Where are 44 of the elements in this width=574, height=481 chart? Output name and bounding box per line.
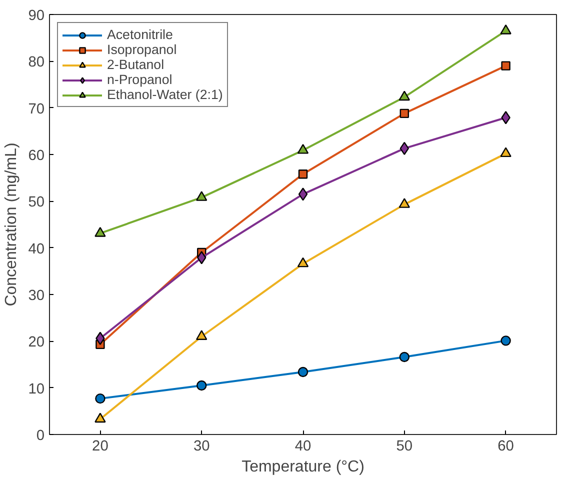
x-tick-label: 60 — [498, 438, 514, 454]
point — [196, 330, 208, 340]
point — [501, 111, 510, 124]
point — [298, 366, 308, 378]
point — [197, 251, 206, 264]
x-tick-label: 30 — [193, 438, 210, 454]
point — [196, 380, 207, 391]
point — [398, 198, 410, 208]
point — [297, 144, 309, 154]
x-tick-label: 20 — [92, 438, 108, 454]
y-tick-label: 60 — [28, 148, 45, 164]
legend-label: 2-Butanol — [107, 57, 164, 72]
point — [298, 170, 308, 179]
point — [196, 191, 208, 201]
y-tick-label: 20 — [28, 334, 45, 351]
legend-label: Ethanol-Water (2:1) — [107, 87, 223, 102]
legend-label: Isopropanol — [107, 42, 177, 57]
point — [95, 393, 106, 404]
point — [297, 257, 309, 268]
y-axis-title: Concentration (mg/mL) — [3, 142, 20, 306]
point — [94, 226, 106, 237]
x-axis-title: Temperature (°C) — [242, 458, 364, 476]
x-tick-label: 40 — [294, 438, 312, 454]
point — [398, 90, 410, 101]
legend-label: Acetonitrile — [107, 27, 173, 42]
y-tick-label: 90 — [28, 8, 45, 24]
y-tick-label: 10 — [28, 381, 45, 398]
y-tick-label: 0 — [36, 428, 45, 444]
point — [500, 336, 511, 346]
legend-label: n-Propanol — [107, 72, 172, 87]
x-tick-label: 50 — [396, 438, 413, 454]
y-tick-label: 80 — [28, 54, 45, 71]
point — [96, 332, 105, 345]
point — [500, 147, 512, 158]
point — [400, 108, 409, 118]
point — [298, 188, 308, 201]
y-tick-label: 30 — [28, 288, 45, 304]
point — [501, 61, 510, 70]
point — [399, 352, 410, 362]
y-tick-label: 40 — [28, 241, 45, 258]
point — [500, 24, 512, 34]
y-tick-label: 50 — [28, 194, 45, 211]
y-tick-label: 70 — [28, 101, 45, 118]
point — [94, 412, 106, 423]
